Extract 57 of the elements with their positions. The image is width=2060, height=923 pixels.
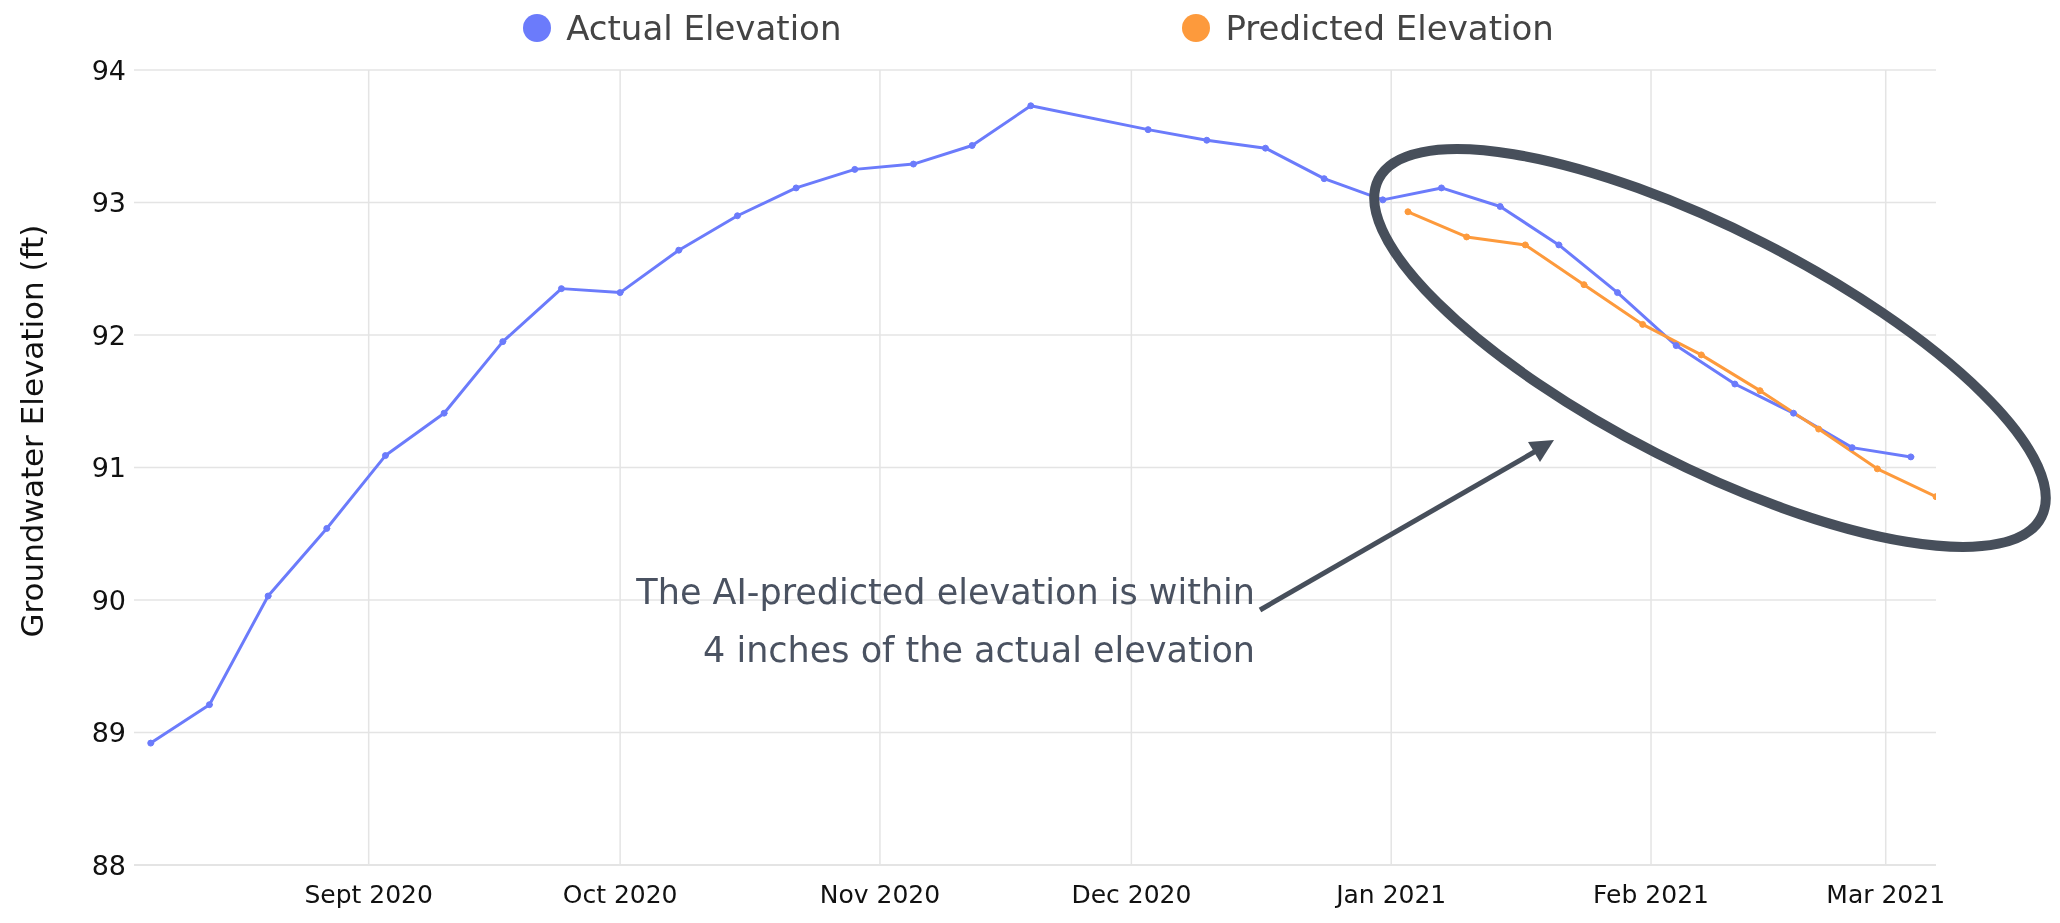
point: [1873, 465, 1881, 473]
point: [557, 285, 565, 293]
point: [381, 452, 389, 460]
point: [440, 409, 448, 417]
point: [147, 739, 155, 747]
point: [323, 524, 331, 532]
point: [1320, 175, 1328, 183]
y-tick-label: 93: [91, 187, 126, 219]
point: [1438, 184, 1445, 192]
point: [1790, 409, 1798, 417]
point: [1907, 453, 1915, 461]
point: [1555, 241, 1563, 249]
point: [1697, 351, 1705, 359]
x-tick-label: Feb 2021: [1593, 879, 1709, 909]
point: [1379, 196, 1387, 204]
point: [909, 160, 917, 168]
point: [968, 142, 976, 150]
y-tick-label: 92: [91, 319, 126, 351]
x-tick-label: Dec 2020: [1071, 879, 1192, 909]
point: [1672, 342, 1680, 350]
point: [1261, 144, 1269, 152]
point: [264, 592, 272, 600]
point: [1496, 202, 1504, 210]
point: [1580, 281, 1588, 289]
x-tick-label: Jan 2021: [1334, 879, 1447, 909]
point: [1756, 387, 1764, 395]
point: [1463, 233, 1471, 241]
point: [616, 289, 624, 297]
y-tick-label: 94: [91, 54, 126, 86]
point: [1731, 380, 1739, 388]
x-tick-label: Sept 2020: [304, 879, 433, 909]
y-tick-label: 88: [91, 849, 126, 881]
point: [733, 212, 741, 220]
y-tick-label: 89: [91, 717, 126, 749]
legend-label: Actual Elevation: [566, 8, 842, 48]
point: [1027, 102, 1035, 110]
point: [499, 338, 507, 346]
x-tick-label: Nov 2020: [819, 879, 941, 909]
x-tick-label: Mar 2021: [1826, 879, 1946, 909]
point: [851, 165, 859, 173]
point: [675, 246, 683, 254]
point: [1521, 241, 1529, 249]
legend-label: Predicted Elevation: [1225, 8, 1554, 48]
point: [1144, 126, 1152, 134]
y-tick-label: 90: [91, 584, 126, 616]
point: [205, 701, 213, 709]
point: [1404, 208, 1412, 216]
point: [1639, 320, 1647, 328]
y-axis-title: Groundwater Elevation (ft): [14, 224, 51, 638]
x-tick-label: Oct 2020: [562, 879, 678, 909]
annotation: The AI-predicted elevation is within 4 inches of the actual elevation: [636, 571, 1255, 672]
point: [1848, 444, 1856, 452]
point: [1815, 425, 1823, 433]
point: [1203, 136, 1211, 144]
point: [792, 184, 800, 192]
y-tick-label: 91: [91, 452, 126, 484]
point: [1614, 289, 1622, 297]
